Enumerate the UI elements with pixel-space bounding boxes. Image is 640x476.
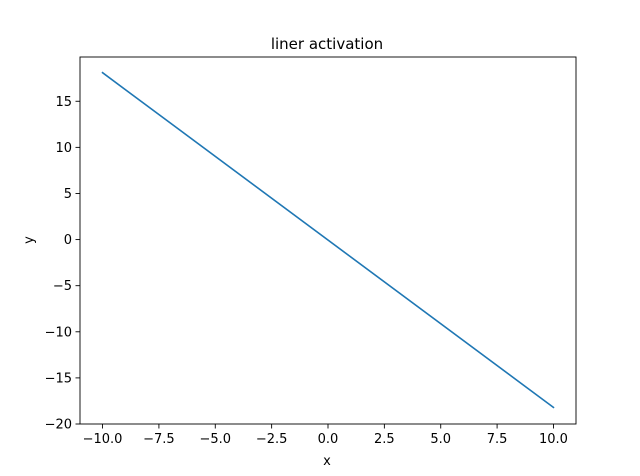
- y-tick-label: −5: [53, 279, 72, 294]
- y-tick-label: 10: [55, 141, 72, 156]
- x-tick-label: −10.0: [83, 432, 123, 447]
- y-tick-label: 0: [64, 233, 72, 248]
- x-tick-label: 0.0: [318, 432, 339, 447]
- chart-title: liner activation: [271, 35, 383, 53]
- y-tick-label: 5: [64, 187, 72, 202]
- y-tick-label: −20: [45, 418, 72, 433]
- x-tick-label: −5.0: [199, 432, 231, 447]
- x-tick-label: 7.5: [487, 432, 508, 447]
- x-tick-label: −7.5: [143, 432, 175, 447]
- y-tick-label: 15: [55, 95, 72, 110]
- x-tick-label: 2.5: [374, 432, 395, 447]
- x-tick-label: −2.5: [256, 432, 288, 447]
- y-axis-label: y: [22, 236, 37, 244]
- x-tick-label: 10.0: [539, 432, 568, 447]
- x-tick-label: 5.0: [430, 432, 451, 447]
- series-line-0: [101, 71, 555, 409]
- plot-area: −10.0 −7.5 −5.0 −2.5 0.0 2.5 5.0 7.5 10.0 −20 −15 −…: [45, 56, 577, 447]
- x-axis-label: x: [323, 454, 331, 469]
- y-tick-label: −15: [45, 371, 72, 386]
- y-tick-label: −10: [45, 325, 72, 340]
